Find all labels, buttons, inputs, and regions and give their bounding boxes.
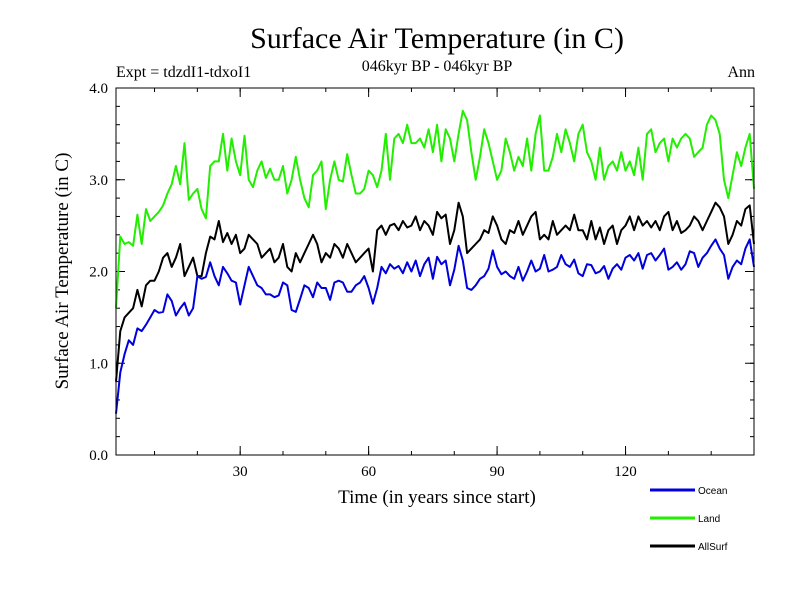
legend-label-land: Land [698,514,720,525]
y-tick-label: 0.0 [89,448,108,464]
legend: Ocean Land AllSurf [650,486,728,553]
x-tick-label: 90 [490,464,505,480]
chart-title: Surface Air Temperature (in C) [250,22,624,55]
x-tick-label: 60 [361,464,376,480]
x-tick-label: 30 [233,464,248,480]
legend-label-allsurf: AllSurf [698,542,728,553]
y-tick-label: 1.0 [89,356,108,372]
y-tick-label: 3.0 [89,173,108,189]
series-lines [115,109,755,414]
chart-subtitle: 046kyr BP - 046kyr BP [362,58,513,75]
x-tick-label: 120 [614,464,637,480]
plot-frame [115,87,755,456]
x-axis-ticks: 30 60 90 120 [154,88,712,480]
series-line-land [115,109,755,309]
season-label: Ann [727,64,755,81]
series-line-allsurf [115,201,755,382]
series-line-ocean [115,238,755,414]
y-axis-ticks: 0.0 1.0 2.0 3.0 4.0 [89,81,754,464]
y-tick-label: 2.0 [89,265,108,281]
legend-label-ocean: Ocean [698,486,727,497]
x-axis-label: Time (in years since start) [338,487,536,508]
y-tick-label: 4.0 [89,81,108,97]
experiment-label: Expt = tdzdI1-tdxoI1 [116,64,251,81]
y-axis-label: Surface Air Temperature (in C) [52,153,73,390]
